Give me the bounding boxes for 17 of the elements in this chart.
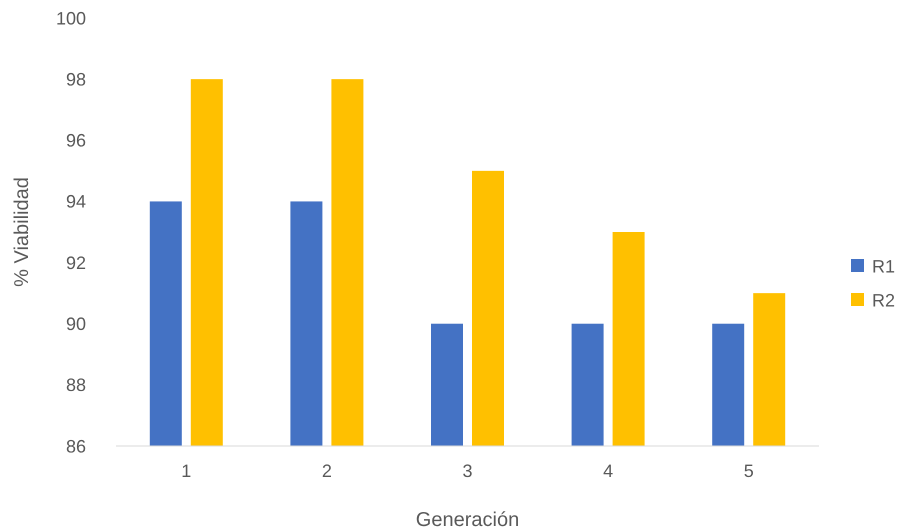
y-tick-label: 96	[66, 130, 86, 151]
x-tick-label: 3	[462, 461, 473, 481]
x-tick-label: 4	[603, 461, 614, 481]
y-tick-label: 98	[66, 69, 86, 90]
y-axis-title: % Viabilidad	[11, 177, 33, 287]
y-tick-label: 100	[56, 8, 86, 28]
x-tick-label: 5	[744, 461, 754, 481]
y-tick-label: 92	[66, 252, 86, 273]
y-tick-label: 94	[66, 192, 86, 212]
x-tick-label: 2	[322, 461, 332, 481]
legend-label: R1	[872, 256, 896, 276]
legend-label: R2	[872, 290, 896, 310]
y-tick-label: 88	[66, 375, 86, 396]
y-tick-label: 86	[66, 436, 86, 456]
x-axis-title: Generación	[416, 509, 520, 531]
x-tick-label: 1	[181, 461, 192, 481]
y-tick-label: 90	[66, 314, 86, 334]
